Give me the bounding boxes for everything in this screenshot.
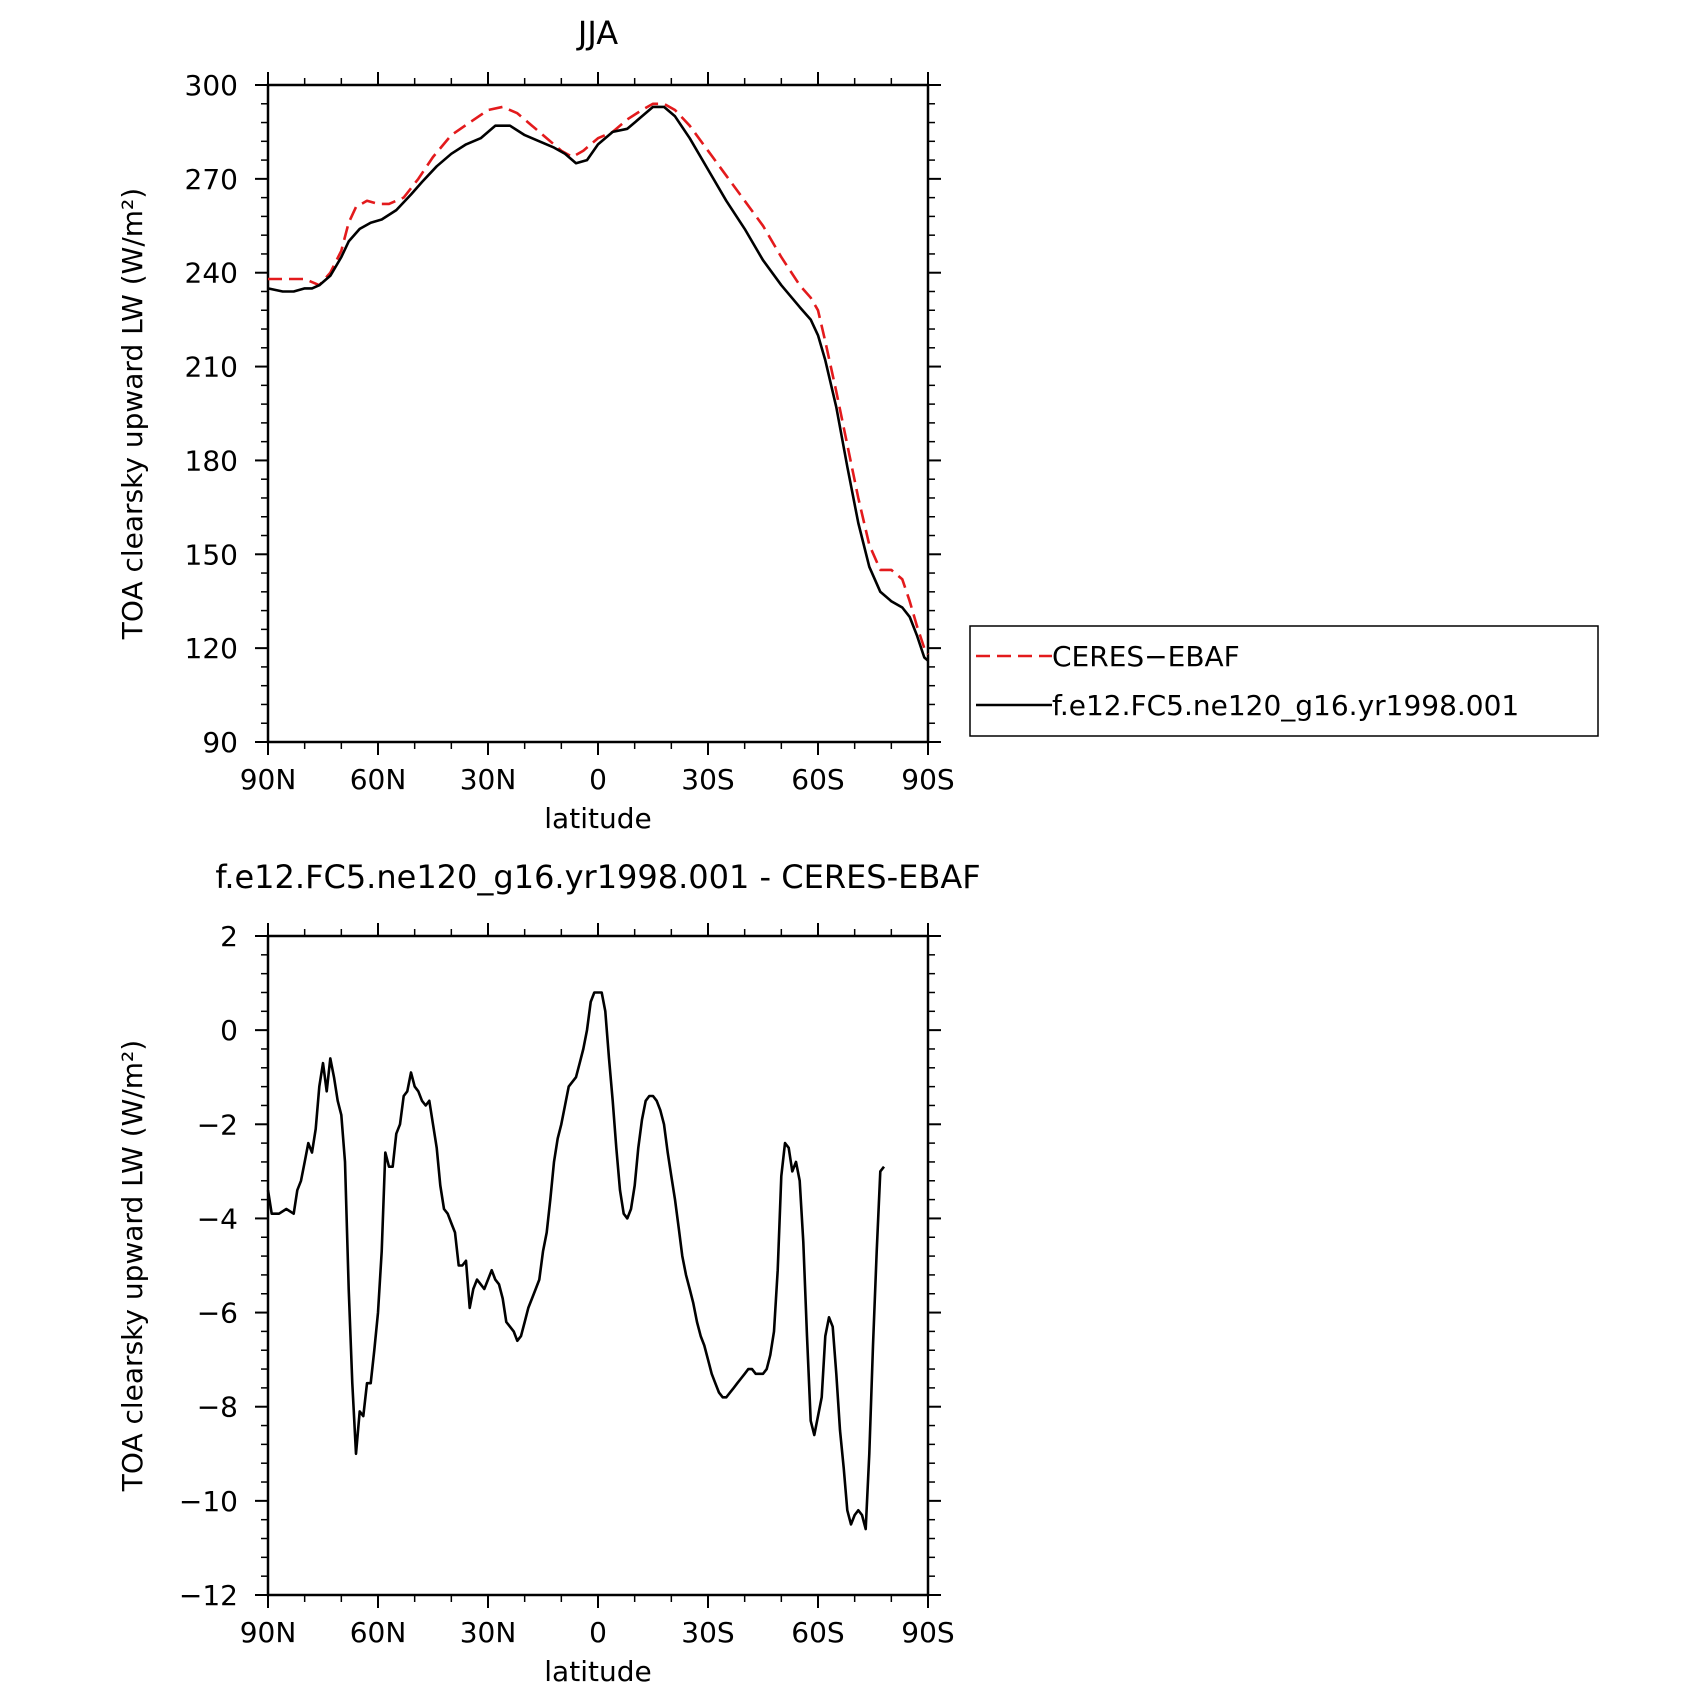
y-axis-label: TOA clearsky upward LW (W/m²)	[116, 1040, 149, 1492]
y-tick-label: 2	[220, 920, 238, 953]
y-tick-label: 240	[185, 257, 238, 290]
series-line-2	[267, 105, 929, 662]
x-tick-label: 90S	[901, 1616, 954, 1649]
x-tick-label: 30N	[460, 1616, 517, 1649]
x-tick-label: 90N	[240, 1616, 297, 1649]
plot-frame	[266, 934, 930, 1597]
y-tick-label: −8	[197, 1391, 238, 1424]
y-tick-label: −12	[179, 1579, 238, 1612]
x-tick-label: 60S	[791, 1616, 844, 1649]
x-tick-label: 0	[589, 763, 607, 796]
y-tick-label: 180	[185, 444, 238, 477]
legend-label: f.e12.FC5.ne120_g16.yr1998.001	[1052, 689, 1519, 722]
x-tick-label: 30S	[681, 763, 734, 796]
legend-label: CERES−EBAF	[1052, 640, 1240, 673]
series-line-1	[266, 991, 886, 1531]
x-tick-label: 60N	[350, 1616, 407, 1649]
plot-frame	[266, 83, 930, 744]
y-tick-label: 120	[185, 632, 238, 665]
y-tick-label: −6	[197, 1297, 238, 1330]
bottom-panel-difference: f.e12.FC5.ne120_g16.yr1998.001 - CERES-E…	[116, 858, 981, 1688]
y-tick-label: 270	[185, 163, 238, 196]
y-tick-label: −2	[197, 1108, 238, 1141]
legend-box	[969, 625, 1599, 737]
x-tick-label: 30N	[460, 763, 517, 796]
x-tick-label: 0	[589, 1616, 607, 1649]
y-tick-label: −4	[197, 1202, 238, 1235]
x-tick-label: 90N	[240, 763, 297, 796]
y-tick-label: 150	[185, 538, 238, 571]
y-axis-label: TOA clearsky upward LW (W/m²)	[116, 188, 149, 640]
y-tick-label: 0	[220, 1014, 238, 1047]
y-tick-label: 210	[185, 351, 238, 384]
x-tick-label: 30S	[681, 1616, 734, 1649]
series-line-1	[268, 102, 930, 656]
x-tick-label: 60N	[350, 763, 407, 796]
y-tick-label: −10	[179, 1485, 238, 1518]
chart-title: JJA	[576, 14, 618, 52]
y-tick-label: 300	[185, 69, 238, 102]
x-axis-label: latitude	[544, 802, 651, 835]
top-panel-jja: JJA 90N 60N 30N 0 30S 60S 90S 90 120 150 180 210 240 2…	[116, 14, 1599, 835]
x-axis-label: latitude	[544, 1655, 651, 1688]
x-tick-label: 90S	[901, 763, 954, 796]
y-tick-label: 90	[202, 726, 238, 759]
x-tick-label: 60S	[791, 763, 844, 796]
chart-title: f.e12.FC5.ne120_g16.yr1998.001 - CERES-E…	[215, 858, 980, 896]
